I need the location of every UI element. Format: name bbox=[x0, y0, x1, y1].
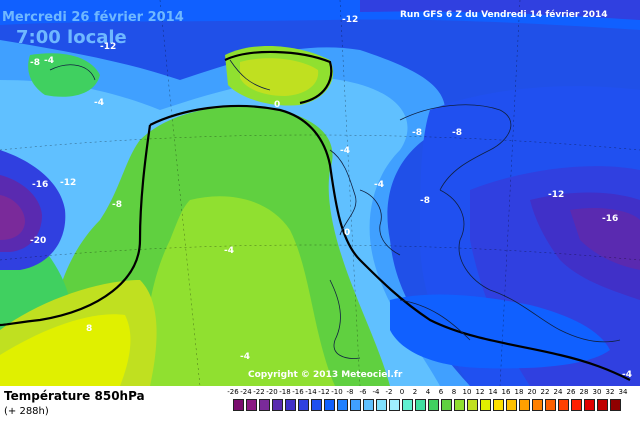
color-scale: -26 -24 -22 -20 -18 -16 -14 -12 -10 -8 -6 -4 -2 0 2 4 6 8… bbox=[227, 388, 638, 424]
scale-swatch bbox=[259, 399, 270, 411]
scale-swatch bbox=[428, 399, 439, 411]
scale-swatch bbox=[493, 399, 504, 411]
scale-swatch bbox=[350, 399, 361, 411]
scale-tick: 12 bbox=[475, 388, 485, 396]
isotherm-label: -16 bbox=[32, 180, 49, 190]
scale-swatch bbox=[415, 399, 426, 411]
scale-swatch bbox=[285, 399, 296, 411]
temperature-field bbox=[0, 0, 640, 386]
copyright: Copyright © 2013 Meteociel.fr bbox=[248, 370, 403, 380]
scale-swatch bbox=[441, 399, 452, 411]
isotherm-label: 8 bbox=[86, 324, 93, 334]
isotherm-label: -12 bbox=[100, 42, 117, 52]
isotherm-label: -4 bbox=[224, 246, 234, 256]
scale-swatch bbox=[324, 399, 335, 411]
isotherm-label: -16 bbox=[602, 214, 619, 224]
scale-tick: -8 bbox=[346, 388, 354, 396]
isotherm-label: -12 bbox=[60, 178, 77, 188]
scale-tick: 4 bbox=[425, 388, 431, 396]
isotherm-label: -8 bbox=[452, 128, 462, 138]
isotherm-label: 0 bbox=[274, 100, 281, 110]
scale-swatch bbox=[454, 399, 465, 411]
isotherm-label: 0 bbox=[344, 228, 351, 238]
lead-time: (+ 288h) bbox=[4, 406, 49, 417]
scale-tick: -10 bbox=[331, 388, 343, 396]
scale-tick: 14 bbox=[488, 388, 498, 396]
scale-swatch bbox=[532, 399, 543, 411]
scale-swatch bbox=[571, 399, 582, 411]
scale-swatch bbox=[506, 399, 517, 411]
scale-swatch bbox=[610, 399, 621, 411]
scale-swatch bbox=[545, 399, 556, 411]
scale-tick: 22 bbox=[540, 388, 550, 396]
scale-tick: -24 bbox=[240, 388, 252, 396]
scale-tick: 24 bbox=[553, 388, 563, 396]
scale-swatch bbox=[480, 399, 491, 411]
scale-tick: -2 bbox=[385, 388, 393, 396]
scale-swatch bbox=[363, 399, 374, 411]
isotherm-label: -4 bbox=[374, 180, 384, 190]
scale-tick: 18 bbox=[514, 388, 524, 396]
scale-swatch bbox=[272, 399, 283, 411]
scale-tick: 20 bbox=[527, 388, 537, 396]
scale-tick: 6 bbox=[438, 388, 444, 396]
scale-tick: -6 bbox=[359, 388, 367, 396]
scale-tick: 8 bbox=[451, 388, 457, 396]
isotherm-label: -8 bbox=[30, 58, 40, 68]
scale-tick: -18 bbox=[279, 388, 291, 396]
forecast-date: Mercredi 26 février 2014 bbox=[2, 10, 184, 25]
scale-tick: 16 bbox=[501, 388, 511, 396]
forecast-time: 7:00 locale bbox=[16, 27, 127, 48]
scale-tick: -22 bbox=[253, 388, 265, 396]
isotherm-label: -4 bbox=[94, 98, 104, 108]
isotherm-label: -4 bbox=[44, 56, 54, 66]
scale-tick: 28 bbox=[579, 388, 589, 396]
scale-swatch bbox=[311, 399, 322, 411]
scale-tick: -16 bbox=[292, 388, 304, 396]
scale-swatch bbox=[584, 399, 595, 411]
scale-swatch bbox=[597, 399, 608, 411]
scale-tick: -20 bbox=[266, 388, 278, 396]
scale-tick: 30 bbox=[592, 388, 602, 396]
scale-swatch bbox=[376, 399, 387, 411]
scale-tick: 0 bbox=[399, 388, 405, 396]
isotherm-label: -12 bbox=[548, 190, 565, 200]
scale-swatch bbox=[337, 399, 348, 411]
isotherm-label: -4 bbox=[240, 352, 250, 362]
scale-tick: 34 bbox=[618, 388, 628, 396]
scale-swatch bbox=[246, 399, 257, 411]
run-info: Run GFS 6 Z du Vendredi 14 février 2014 bbox=[400, 10, 608, 20]
temperature-map: Mercredi 26 février 2014 7:00 locale Run… bbox=[0, 0, 640, 386]
scale-tick: 32 bbox=[605, 388, 615, 396]
scale-swatch bbox=[519, 399, 530, 411]
scale-swatch bbox=[467, 399, 478, 411]
isotherm-label: -8 bbox=[412, 128, 422, 138]
isotherm-label: -20 bbox=[30, 236, 47, 246]
scale-swatch bbox=[233, 399, 244, 411]
scale-swatch bbox=[298, 399, 309, 411]
isotherm-label: -8 bbox=[420, 196, 430, 206]
isotherm-label: -4 bbox=[622, 370, 632, 380]
scale-tick: -26 bbox=[227, 388, 239, 396]
scale-tick: 2 bbox=[412, 388, 418, 396]
scale-tick: -4 bbox=[372, 388, 380, 396]
scale-swatch bbox=[389, 399, 400, 411]
scale-tick: -12 bbox=[318, 388, 330, 396]
scale-tick: -14 bbox=[305, 388, 317, 396]
isotherm-label: -12 bbox=[342, 15, 359, 25]
scale-swatch bbox=[402, 399, 413, 411]
scale-swatch bbox=[558, 399, 569, 411]
scale-tick: 26 bbox=[566, 388, 576, 396]
isotherm-label: -4 bbox=[340, 146, 350, 156]
scale-tick: 10 bbox=[462, 388, 472, 396]
variable-name: Température 850hPa bbox=[4, 389, 145, 403]
isotherm-label: -8 bbox=[112, 200, 122, 210]
